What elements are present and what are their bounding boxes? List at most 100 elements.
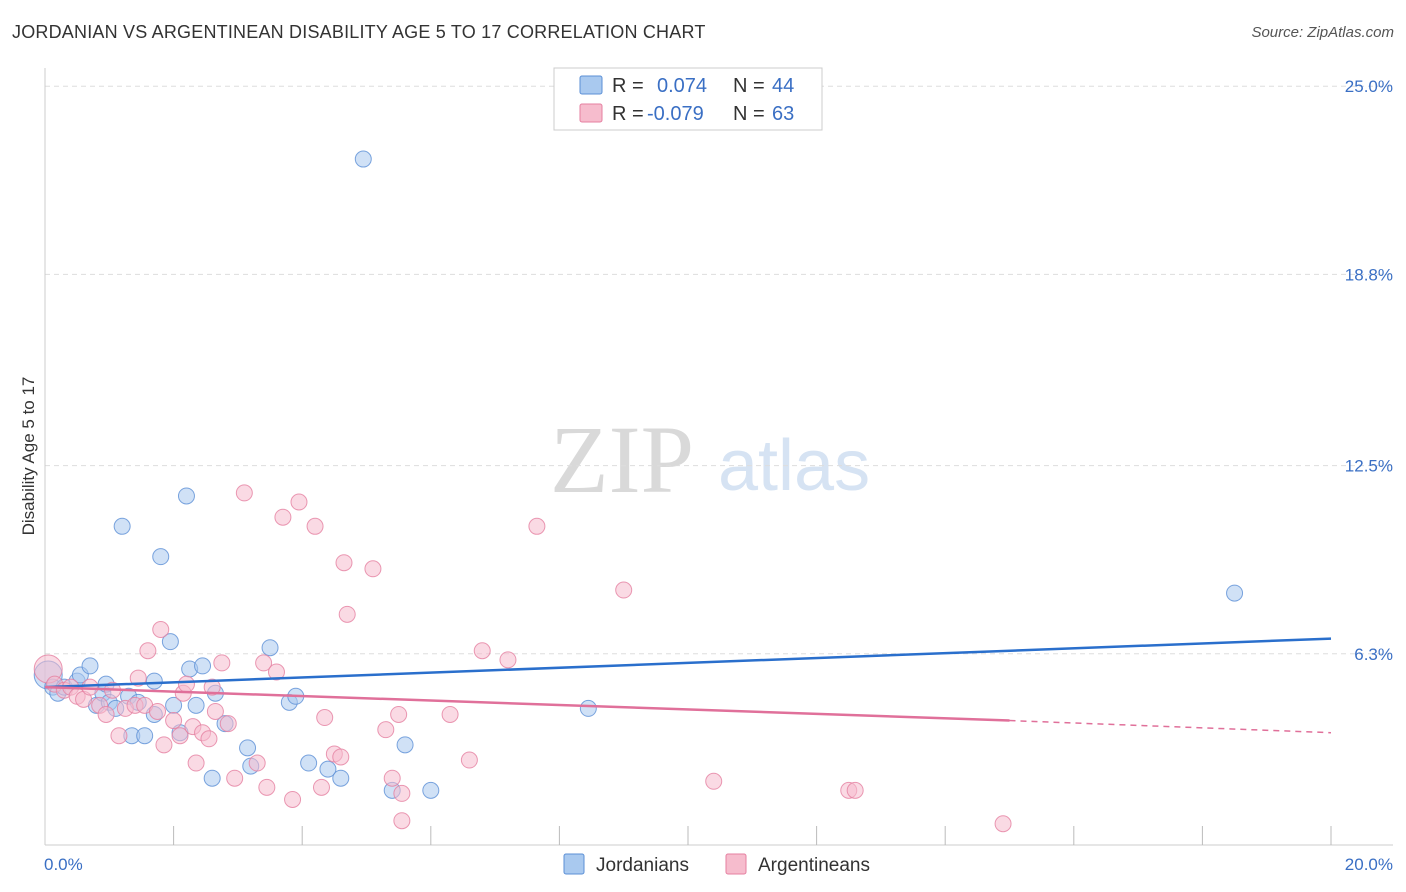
point-argentinean	[705, 772, 723, 790]
point-argentinean	[203, 678, 221, 696]
point-jordanian	[152, 548, 170, 566]
point-argentinean	[473, 642, 491, 660]
point-argentinean	[306, 517, 324, 535]
y-axis-title: Disability Age 5 to 17	[19, 377, 38, 536]
y-tick-label: 25.0%	[1345, 77, 1393, 96]
legend-r-value-argentineans: -0.079	[647, 103, 704, 125]
point-argentinean	[206, 702, 224, 720]
chart-title: JORDANIAN VS ARGENTINEAN DISABILITY AGE …	[12, 22, 706, 42]
legend-swatch-argentineans	[579, 103, 603, 123]
point-jordanian	[203, 769, 221, 787]
legend-n-label-argentineans: N =	[733, 103, 765, 125]
point-argentinean	[255, 654, 273, 672]
legend-box: R = 0.074 N = 44 R = -0.079 N = 63	[553, 67, 823, 131]
point-jordanian	[194, 657, 212, 675]
point-argentinean	[846, 781, 864, 799]
point-argentinean	[312, 778, 330, 796]
point-argentinean	[258, 778, 276, 796]
legend-r-label-argentineans: R =	[612, 103, 644, 125]
point-argentinean	[213, 654, 231, 672]
point-argentinean	[219, 715, 237, 733]
y-tick-label: 6.3%	[1354, 645, 1393, 664]
y-tick-labels: 6.3% 12.5% 18.8% 25.0%	[1345, 77, 1393, 664]
bottom-legend: Jordanians Argentineans	[563, 853, 870, 876]
legend-r-label-jordanians: R =	[612, 75, 644, 97]
x-tick-label-max: 20.0%	[1345, 855, 1393, 874]
point-argentinean	[441, 705, 459, 723]
y-tick-label: 18.8%	[1345, 265, 1393, 284]
point-argentinean	[390, 705, 408, 723]
point-jordanian	[396, 736, 414, 754]
point-argentinean	[187, 754, 205, 772]
point-jordanian	[187, 696, 205, 714]
point-jordanian	[300, 754, 318, 772]
point-argentinean	[129, 669, 147, 687]
source-credit: Source: ZipAtlas.com	[1251, 24, 1394, 41]
trend-line-jordanians	[44, 637, 1332, 689]
legend-n-label-jordanians: N =	[733, 75, 765, 97]
point-argentinean	[267, 663, 285, 681]
point-argentinean	[149, 702, 167, 720]
point-argentinean	[316, 709, 334, 727]
point-argentinean	[235, 484, 253, 502]
point-jordanian	[239, 739, 257, 757]
point-argentinean	[335, 554, 353, 572]
point-jordanian	[319, 760, 337, 778]
point-jordanian	[136, 727, 154, 745]
point-jordanian	[579, 699, 597, 717]
point-argentinean	[284, 790, 302, 808]
point-jordanian	[145, 672, 163, 690]
point-argentinean	[81, 678, 99, 696]
point-argentinean	[364, 560, 382, 578]
point-argentinean	[171, 727, 189, 745]
bottom-legend-label-jordanians: Jordanians	[596, 855, 689, 876]
legend-n-value-argentineans: 63	[772, 103, 794, 125]
point-jordanian	[81, 657, 99, 675]
watermark-zip: ZIP	[550, 406, 694, 513]
y-tick-label: 12.5%	[1345, 457, 1393, 476]
bottom-legend-label-argentineans: Argentineans	[758, 855, 870, 876]
gridlines	[45, 85, 1393, 655]
point-jordanian	[161, 633, 179, 651]
point-argentinean	[274, 508, 292, 526]
point-argentinean	[994, 815, 1012, 833]
x-tick-label-min: 0.0%	[44, 855, 83, 874]
point-argentinean	[110, 727, 128, 745]
legend-n-value-jordanians: 44	[772, 75, 794, 97]
point-argentinean	[248, 754, 266, 772]
series-argentineans-points	[33, 484, 1012, 833]
point-argentinean	[165, 712, 183, 730]
point-argentinean	[226, 769, 244, 787]
bottom-legend-swatch-argentineans	[725, 853, 747, 875]
point-argentinean	[383, 769, 401, 787]
point-argentinean	[290, 493, 308, 511]
point-argentinean	[152, 621, 170, 639]
point-jordanian	[354, 150, 372, 168]
point-argentinean	[139, 642, 157, 660]
point-argentinean	[377, 721, 395, 739]
point-jordanian	[261, 639, 279, 657]
point-jordanian	[177, 487, 195, 505]
point-argentinean	[528, 517, 546, 535]
point-jordanian	[332, 769, 350, 787]
point-argentinean	[615, 581, 633, 599]
point-argentinean	[177, 675, 195, 693]
point-argentinean	[460, 751, 478, 769]
point-argentinean	[155, 736, 173, 754]
legend-swatch-jordanians	[579, 75, 603, 95]
point-argentinean	[338, 605, 356, 623]
point-argentinean	[393, 812, 411, 830]
point-argentinean	[97, 705, 115, 723]
trend-line-argentineans	[44, 685, 1010, 722]
point-argentinean	[393, 784, 411, 802]
point-jordanian	[113, 517, 131, 535]
point-argentinean	[200, 730, 218, 748]
legend-r-value-jordanians: 0.074	[657, 75, 707, 97]
point-jordanian	[422, 781, 440, 799]
point-jordanian	[1226, 584, 1244, 602]
trend-line-argentineans-extrapolated	[1009, 719, 1332, 734]
bottom-legend-swatch-jordanians	[563, 853, 585, 875]
point-argentinean	[499, 651, 517, 669]
point-argentinean	[332, 748, 350, 766]
trend-lines	[44, 637, 1332, 734]
